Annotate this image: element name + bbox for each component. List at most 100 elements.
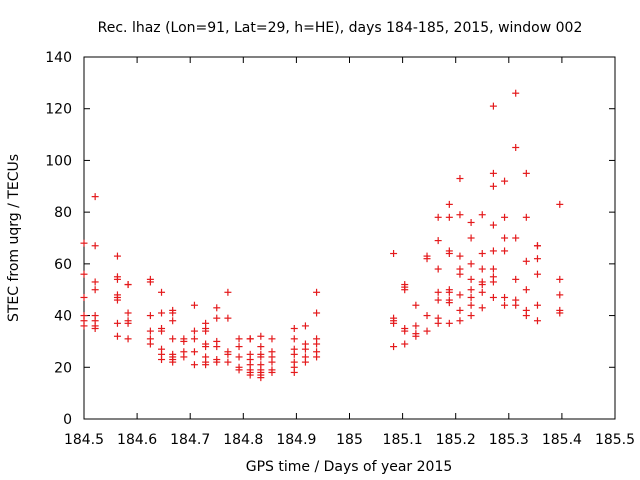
data-point <box>467 218 475 226</box>
x-tick-label: 185.5 <box>595 432 635 448</box>
x-tick-label: 184.6 <box>117 432 157 448</box>
data-point <box>489 293 497 301</box>
y-tick-label: 100 <box>45 153 72 169</box>
data-point <box>489 278 497 286</box>
data-point <box>257 343 265 351</box>
data-point <box>290 350 298 358</box>
data-point <box>512 234 520 242</box>
data-point <box>91 286 99 294</box>
data-point <box>113 252 121 260</box>
data-point <box>501 177 509 185</box>
data-point <box>169 317 177 325</box>
data-point <box>467 275 475 283</box>
data-point <box>91 278 99 286</box>
data-point <box>190 361 198 369</box>
data-point <box>522 286 530 294</box>
data-point <box>412 332 420 340</box>
x-tick-label: 184.5 <box>64 432 104 448</box>
data-point <box>522 312 530 320</box>
data-point <box>478 265 486 273</box>
data-point <box>456 306 464 314</box>
data-point <box>124 319 132 327</box>
data-point <box>158 327 166 335</box>
data-point <box>124 309 132 317</box>
data-point <box>202 361 210 369</box>
data-point <box>434 213 442 221</box>
data-point <box>213 304 221 312</box>
y-tick-label: 40 <box>54 309 72 325</box>
data-point <box>268 358 276 366</box>
data-point <box>434 265 442 273</box>
data-point <box>124 281 132 289</box>
data-point <box>202 327 210 335</box>
y-tick-labels: 0 20 40 60 80 100 120 140 <box>45 50 72 428</box>
data-point <box>91 325 99 332</box>
data-point <box>556 291 564 299</box>
data-point <box>290 325 298 332</box>
x-tick-label: 185.3 <box>489 432 529 448</box>
data-point <box>257 374 265 382</box>
data-point <box>467 293 475 301</box>
data-point <box>501 234 509 242</box>
data-point <box>501 301 509 309</box>
data-point <box>522 257 530 265</box>
data-point <box>445 200 453 208</box>
data-point <box>224 288 232 296</box>
data-point <box>412 322 420 330</box>
x-tick-label: 185.1 <box>383 432 423 448</box>
data-point <box>522 169 530 177</box>
x-tick-labels: 184.5 184.6 184.7 184.8 184.9 185 185.1 185.2 18… <box>64 432 635 448</box>
data-points <box>80 89 564 382</box>
data-point <box>80 239 88 247</box>
data-point <box>456 291 464 299</box>
data-point <box>213 343 221 351</box>
data-point <box>390 319 398 327</box>
data-point <box>489 182 497 190</box>
data-point <box>478 281 486 289</box>
data-point <box>313 309 321 317</box>
data-point <box>313 353 321 361</box>
x-tick-label: 184.7 <box>170 432 210 448</box>
data-point <box>235 343 243 351</box>
data-point <box>169 335 177 343</box>
data-point <box>512 89 520 97</box>
y-tick-label: 60 <box>54 257 72 273</box>
data-point <box>180 337 188 345</box>
data-point <box>445 288 453 296</box>
data-point <box>190 335 198 343</box>
data-point <box>401 340 409 348</box>
x-tick-label: 184.8 <box>223 432 263 448</box>
data-point <box>301 322 309 330</box>
data-point <box>113 275 121 283</box>
data-point <box>113 296 121 304</box>
data-point <box>91 193 99 201</box>
data-point <box>113 319 121 327</box>
data-point <box>489 102 497 110</box>
x-tick-label: 185.4 <box>542 432 582 448</box>
data-point <box>257 353 265 361</box>
data-point <box>489 247 497 255</box>
x-tick-label: 184.9 <box>276 432 316 448</box>
data-point <box>224 358 232 366</box>
data-point <box>124 335 132 343</box>
data-point <box>390 250 398 258</box>
data-point <box>401 286 409 294</box>
data-point <box>478 211 486 219</box>
data-point <box>213 314 221 322</box>
data-point <box>224 350 232 358</box>
data-point <box>456 270 464 278</box>
data-point <box>246 371 254 379</box>
data-point <box>169 309 177 317</box>
data-point <box>290 335 298 343</box>
plot-frame <box>83 56 616 420</box>
y-tick-label: 80 <box>54 205 72 221</box>
data-point <box>489 169 497 177</box>
data-point <box>489 265 497 273</box>
data-point <box>522 213 530 221</box>
data-point <box>478 304 486 312</box>
data-point <box>556 309 564 317</box>
data-point <box>445 319 453 327</box>
data-point <box>235 353 243 361</box>
data-point <box>556 200 564 208</box>
